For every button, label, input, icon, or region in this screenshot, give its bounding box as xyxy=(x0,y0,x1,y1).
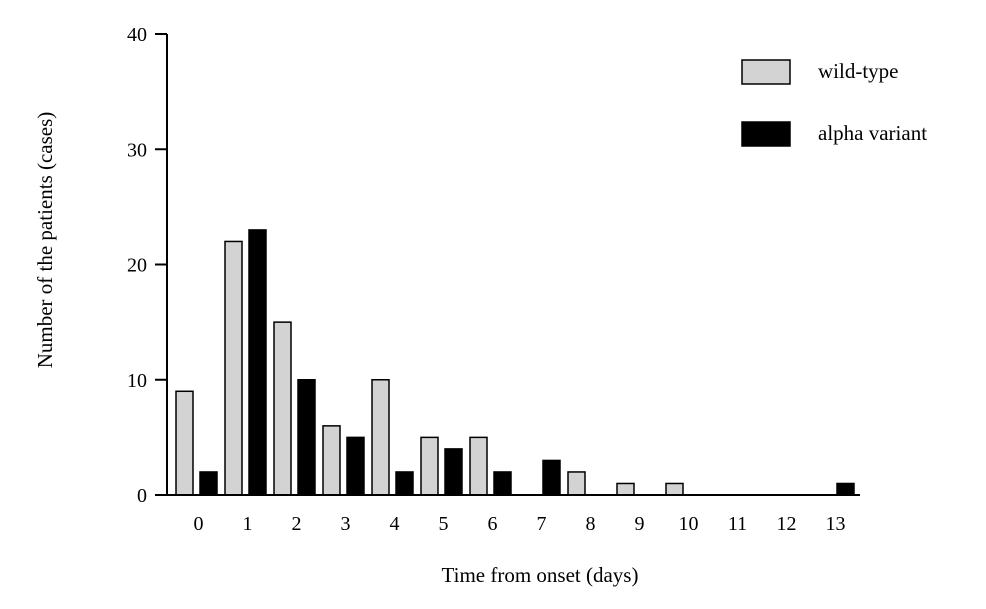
x-tick-label-6: 6 xyxy=(488,513,498,535)
x-tick-label-2: 2 xyxy=(292,513,302,535)
bar-wild-type-day-9 xyxy=(616,482,635,496)
x-tick-label-9: 9 xyxy=(635,513,645,535)
y-axis-title: Number of the patients (cases) xyxy=(33,112,57,369)
bar-alpha-variant-day-4 xyxy=(395,471,414,496)
x-tick-label-10: 10 xyxy=(679,513,699,535)
y-tick-label-0: 0 xyxy=(137,485,147,507)
x-ticks-group: 0 1 2 3 4 5 6 7 8 9 10 11 12 13 xyxy=(194,513,846,535)
x-tick-label-3: 3 xyxy=(341,513,351,535)
x-tick-label-7: 7 xyxy=(537,513,547,535)
bar-alpha-variant-day-6 xyxy=(493,471,512,496)
x-tick-label-0: 0 xyxy=(194,513,204,535)
bar-wild-type-day-5 xyxy=(420,436,439,496)
x-tick-label-13: 13 xyxy=(826,513,846,535)
bar-alpha-variant-day-3 xyxy=(346,436,365,496)
x-tick-label-1: 1 xyxy=(243,513,253,535)
legend-swatch-alpha-variant xyxy=(741,121,791,147)
legend: wild-type alpha variant xyxy=(741,59,927,147)
x-axis-title: Time from onset (days) xyxy=(442,563,639,587)
x-tick-label-5: 5 xyxy=(439,513,449,535)
bar-wild-type-day-0 xyxy=(175,390,194,496)
x-tick-label-12: 12 xyxy=(777,513,797,535)
y-tick-label-30: 30 xyxy=(127,139,147,161)
bar-alpha-variant-day-0 xyxy=(199,471,218,496)
bars-group xyxy=(175,229,855,496)
axes-group xyxy=(166,34,860,496)
y-tick-label-40: 40 xyxy=(127,24,147,46)
y-tick-label-10: 10 xyxy=(127,370,147,392)
bar-wild-type-day-2 xyxy=(273,321,292,496)
legend-label-wild-type: wild-type xyxy=(818,59,898,83)
y-ticks-group: 0 10 20 30 40 xyxy=(127,24,167,507)
x-tick-label-8: 8 xyxy=(586,513,596,535)
bar-alpha-variant-day-7 xyxy=(542,459,561,496)
x-tick-label-4: 4 xyxy=(390,513,400,535)
bar-wild-type-day-8 xyxy=(567,471,586,496)
bar-alpha-variant-day-13 xyxy=(836,482,855,496)
bar-wild-type-day-10 xyxy=(665,482,684,496)
bar-wild-type-day-6 xyxy=(469,436,488,496)
legend-label-alpha-variant: alpha variant xyxy=(818,121,927,145)
x-tick-label-11: 11 xyxy=(728,513,747,535)
y-tick-label-20: 20 xyxy=(127,255,147,277)
bar-wild-type-day-4 xyxy=(371,379,390,496)
bar-wild-type-day-1 xyxy=(224,240,243,496)
bar-wild-type-day-3 xyxy=(322,425,341,496)
bar-alpha-variant-day-2 xyxy=(297,379,316,496)
bar-alpha-variant-day-1 xyxy=(248,229,267,496)
legend-swatch-wild-type xyxy=(741,59,791,85)
bar-alpha-variant-day-5 xyxy=(444,448,463,496)
